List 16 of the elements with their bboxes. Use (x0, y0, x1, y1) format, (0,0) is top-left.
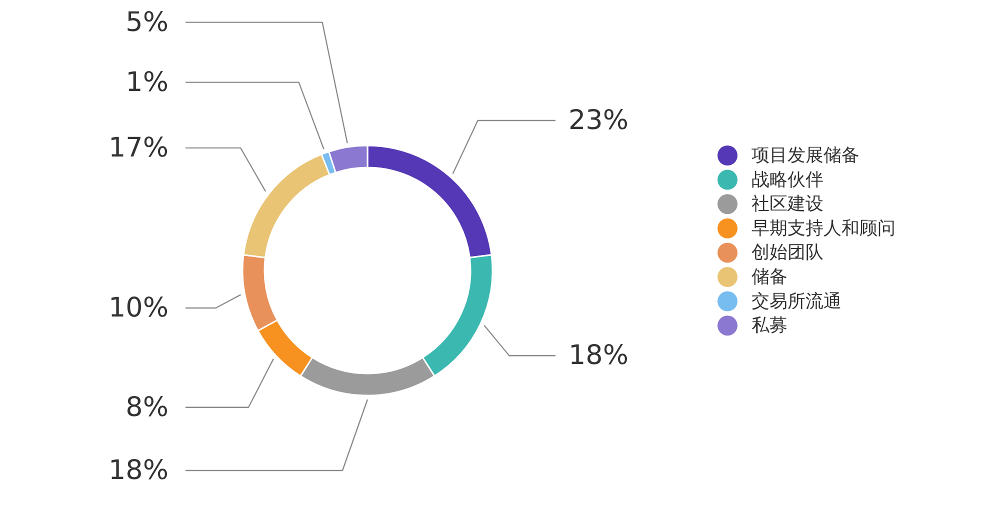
legend-label: 战略伙伴 (752, 169, 824, 190)
legend-label: 交易所流通 (752, 290, 842, 312)
data-label: 1% (126, 66, 169, 98)
data-label: 23% (568, 104, 629, 136)
legend-label: 社区建设 (752, 194, 824, 215)
legend-label: 项目发展储备 (752, 145, 860, 166)
legend-label: 私募 (752, 315, 788, 336)
legend-label: 创始团队 (752, 242, 824, 264)
legend-label: 储备 (752, 266, 788, 288)
legend-label: 早期支持人和顾问 (752, 218, 896, 239)
data-label: 17% (108, 132, 169, 164)
data-label: 8% (126, 392, 169, 423)
data-label: 18% (108, 455, 169, 486)
data-label: 5% (126, 6, 169, 38)
data-label: 18% (568, 340, 629, 372)
data-label: 10% (108, 292, 169, 324)
